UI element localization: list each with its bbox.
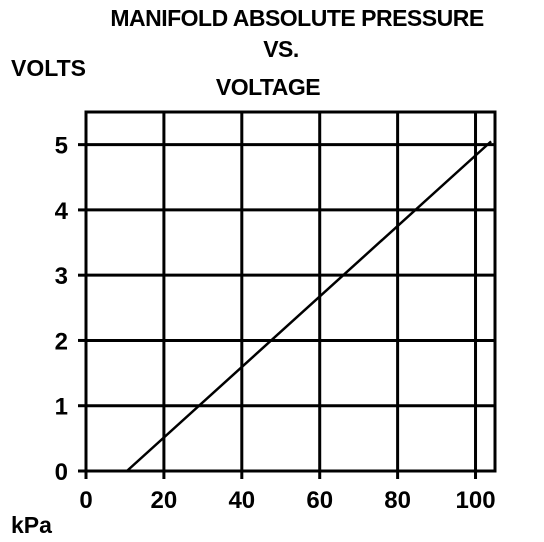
x-tick-label-2: 40 bbox=[228, 487, 255, 514]
chart-title: MANIFOLD ABSOLUTE PRESSURE VS. VOLTAGE bbox=[110, 5, 484, 100]
grid bbox=[86, 112, 495, 471]
y-tick-label-2: 2 bbox=[55, 328, 68, 355]
y-tick-label-5: 5 bbox=[55, 133, 68, 160]
plot-frame bbox=[84, 110, 497, 473]
y-tick-label-4: 4 bbox=[55, 198, 69, 225]
y-tick-label-0: 0 bbox=[55, 459, 68, 486]
series-layer bbox=[126, 140, 492, 472]
x-tick-label-3: 60 bbox=[306, 487, 333, 514]
x-axis-label: kPa bbox=[11, 512, 52, 538]
x-axis-ticks: 0 20 40 60 80 100 bbox=[79, 471, 496, 514]
x-tick-label-0: 0 bbox=[79, 487, 92, 514]
y-tick-label-1: 1 bbox=[55, 394, 68, 421]
y-axis-ticks: 0 1 2 3 4 5 bbox=[55, 133, 86, 486]
chart-title-line-2: VS. bbox=[263, 36, 299, 62]
chart-title-line-1: MANIFOLD ABSOLUTE PRESSURE bbox=[110, 5, 483, 31]
series-line-0 bbox=[126, 140, 492, 472]
x-tick-label-5: 100 bbox=[456, 487, 496, 514]
chart-title-line-3: VOLTAGE bbox=[216, 74, 320, 100]
x-tick-label-1: 20 bbox=[151, 487, 178, 514]
y-tick-label-3: 3 bbox=[55, 263, 68, 290]
y-axis-label: VOLTS bbox=[11, 55, 86, 81]
x-tick-label-4: 80 bbox=[384, 487, 411, 514]
